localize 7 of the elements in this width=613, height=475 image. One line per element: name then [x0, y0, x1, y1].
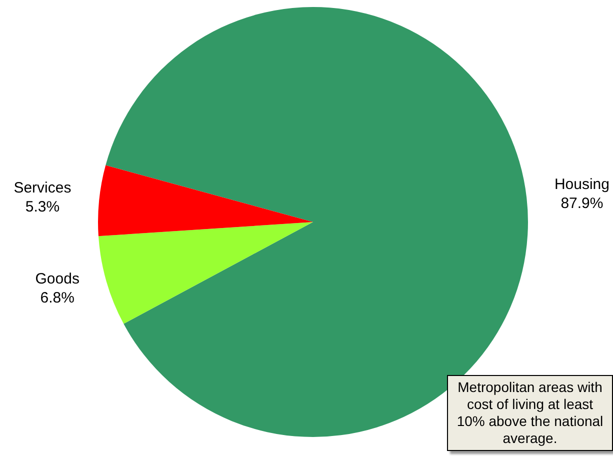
slice-label: Services: [14, 179, 72, 196]
data-label: 6.8%: [40, 290, 74, 307]
slice-label: Goods: [35, 270, 80, 288]
data-label: 5.3%: [25, 198, 60, 216]
text: Metropolitan areas with cost of living at least 10% above the national average.: [447, 375, 613, 451]
data-label: 87.9%: [560, 195, 604, 212]
slice-label: Housing: [554, 176, 610, 194]
